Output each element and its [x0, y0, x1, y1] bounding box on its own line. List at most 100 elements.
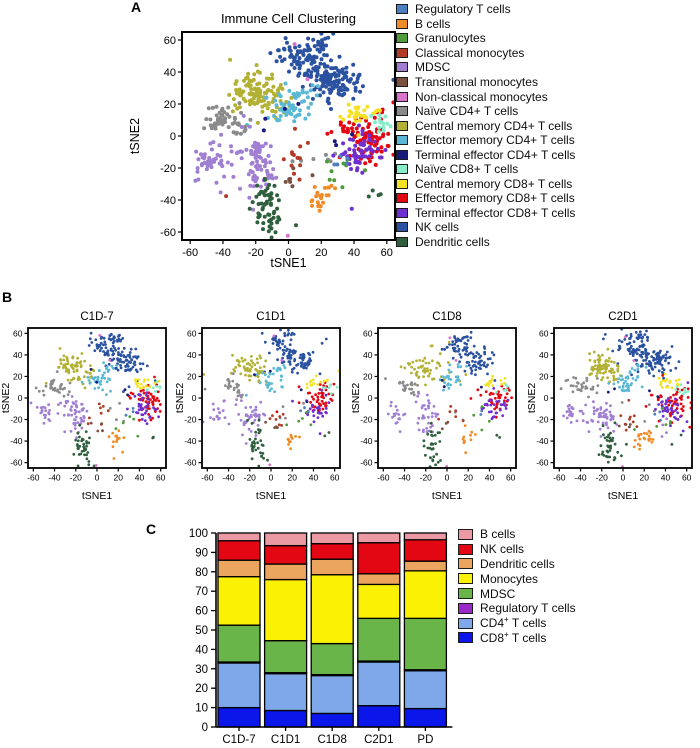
svg-text:-20: -20 — [420, 473, 433, 483]
svg-text:20: 20 — [195, 683, 208, 695]
svg-text:-40: -40 — [184, 436, 197, 446]
bar-segment — [263, 563, 308, 581]
bar-segment — [217, 624, 261, 663]
legend-item-b-cells: B cells — [396, 17, 575, 32]
svg-text:-60: -60 — [201, 473, 214, 483]
svg-text:0: 0 — [170, 131, 176, 143]
bar-segment — [217, 540, 261, 561]
bar-segment — [403, 707, 448, 728]
svg-text:0: 0 — [621, 473, 626, 483]
legend-swatch — [396, 106, 408, 117]
legend-label: CD4+ T cells — [480, 615, 547, 631]
legend-label: Non-classical monocytes — [415, 89, 548, 104]
tsne-plot-c1d1: -60 -60 -40 -40 -20 -20 0 0 20 20 40 40 60 60 C1D1 tSNE… — [174, 311, 341, 502]
bar-segment — [263, 532, 308, 547]
svg-text:20: 20 — [113, 473, 123, 483]
legend-swatch — [396, 33, 408, 44]
legend-item-mdsc: MDSC — [396, 60, 575, 75]
legend-swatch — [396, 193, 408, 204]
svg-text:-20: -20 — [596, 473, 609, 483]
svg-text:-40: -40 — [360, 436, 373, 446]
svg-text:60: 60 — [187, 328, 197, 338]
svg-text:60: 60 — [195, 606, 208, 618]
legend-swatch — [396, 164, 408, 175]
legend-item-central-memory-cd8-t-cells: Central memory CD8+ T cells — [396, 177, 575, 192]
scatter-points — [384, 330, 513, 468]
svg-text:0: 0 — [368, 393, 373, 403]
svg-text:60: 60 — [13, 328, 23, 338]
svg-text:-40: -40 — [10, 436, 23, 446]
x-axis-label: tSNE1 — [82, 490, 113, 502]
legend-swatch — [458, 573, 473, 585]
bar-segment — [403, 570, 448, 620]
plot-title: C2D1 — [608, 311, 637, 323]
legend-swatch — [458, 588, 473, 600]
axis-ticks: -60 -60 -40 -40 -20 -20 0 0 20 20 40 40 60 60 — [360, 328, 515, 482]
legend-swatch — [396, 149, 408, 160]
tsne-plot-c2d1: -60 -60 -40 -40 -20 -20 0 0 20 20 40 40 60 60 C2D1 tSNE… — [526, 311, 693, 502]
bar-segment — [310, 674, 354, 715]
svg-text:40: 40 — [13, 350, 23, 360]
svg-text:40: 40 — [539, 350, 549, 360]
legend-label: Naïve CD8+ T cells — [415, 162, 519, 177]
legend-item-na-ve-cd8-t-cells: Naïve CD8+ T cells — [396, 162, 575, 177]
panel-c-legend: B cells NK cells Dendritic cells Monocytes M… — [458, 527, 576, 645]
svg-text:0: 0 — [269, 473, 274, 483]
svg-text:40: 40 — [485, 473, 495, 483]
legend-swatch — [396, 178, 408, 189]
bar-segment — [357, 705, 401, 728]
legend-swatch — [396, 18, 408, 29]
svg-text:-20: -20 — [244, 473, 257, 483]
svg-text:-60: -60 — [27, 473, 40, 483]
bar-segment — [403, 670, 448, 710]
scatter-points — [29, 331, 162, 468]
svg-text:-20: -20 — [536, 415, 549, 425]
bar-segment — [217, 662, 261, 709]
axis-ticks: -60 -60 -40 -40 -20 -20 0 0 20 20 40 40 60 60 — [536, 328, 691, 482]
legend-swatch — [396, 91, 408, 102]
svg-text:-40: -40 — [215, 247, 231, 259]
svg-text:20: 20 — [164, 99, 176, 111]
bar-segment — [263, 672, 308, 712]
legend-item-effector-memory-cd8-t-cells: Effector memory CD8+ T cells — [396, 191, 575, 206]
bar-segment — [357, 617, 401, 662]
svg-text:-20: -20 — [70, 473, 83, 483]
svg-text:60: 60 — [363, 328, 373, 338]
svg-text:20: 20 — [315, 247, 327, 259]
bar-segment — [357, 583, 401, 620]
legend-label: Terminal effector CD8+ T cells — [415, 205, 576, 220]
bar-segment — [357, 542, 401, 575]
scatter-points — [193, 31, 396, 240]
svg-text:-40: -40 — [222, 473, 235, 483]
svg-text:0: 0 — [202, 722, 208, 734]
bar-segment — [217, 532, 261, 542]
svg-text:-60: -60 — [360, 458, 373, 468]
legend-item-central-memory-cd4-t-cells: Central memory CD4+ T cells — [396, 118, 575, 133]
legend-swatch — [458, 558, 473, 570]
plot-title: C1D1 — [256, 311, 285, 323]
svg-text:20: 20 — [639, 473, 649, 483]
legend-swatch — [396, 4, 408, 15]
legend-label: MDSC — [480, 586, 516, 601]
legend-swatch — [396, 62, 408, 73]
axis-ticks: -60 -60 -40 -40 -20 -20 0 0 20 20 40 40 60 60 — [184, 328, 339, 482]
bar-segment — [310, 543, 354, 560]
legend-label: B cells — [480, 527, 516, 542]
svg-text:60: 60 — [330, 473, 340, 483]
legend-item-dendritic-cells: Dendritic cells — [396, 235, 575, 250]
svg-text:0: 0 — [285, 247, 291, 259]
svg-text:0: 0 — [445, 473, 450, 483]
svg-text:20: 20 — [187, 372, 197, 382]
svg-text:20: 20 — [287, 473, 297, 483]
bar-segment — [403, 532, 448, 541]
x-axis-label: tSNE1 — [256, 490, 287, 502]
legend-item-regulatory-t-cells: Regulatory T cells — [396, 2, 575, 17]
bar-segment — [217, 706, 261, 728]
svg-text:-40: -40 — [48, 473, 61, 483]
stacked-bar-cell-frequencies: 0 10 20 30 40 50 60 70 80 90 100 C1D-7 C1D1 C1D8 C2D1 P… — [189, 528, 453, 746]
legend-item-b-cells: B cells — [458, 527, 576, 542]
svg-text:20: 20 — [463, 473, 473, 483]
bar-segment — [263, 640, 308, 674]
legend-label: Transitional monocytes — [415, 75, 538, 89]
legend-item-transitional-monocytes: Transitional monocytes — [396, 75, 575, 90]
